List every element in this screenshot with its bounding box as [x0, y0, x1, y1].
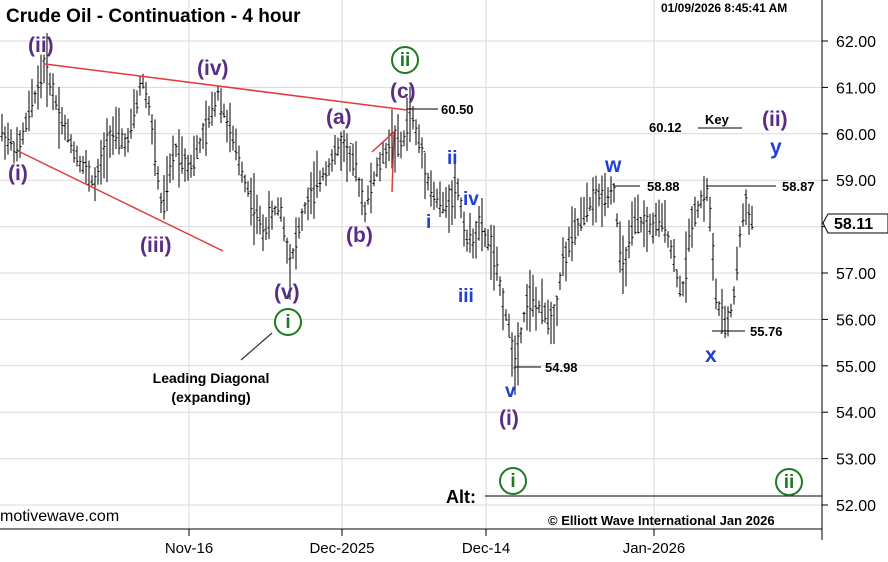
- wave-label-b-paren: (b): [346, 224, 373, 247]
- alt-label: Alt:: [446, 487, 476, 507]
- wave-label-ii-paren-right: (ii): [762, 108, 788, 131]
- wave-label-y: y: [770, 136, 782, 159]
- y-tick-label: 61.00: [836, 80, 876, 97]
- wave-label-blue-ii: ii: [447, 148, 458, 169]
- y-tick-label: 52.00: [836, 498, 876, 515]
- x-tick-label: Jan-2026: [623, 540, 686, 557]
- last-price-marker: 58.11: [822, 213, 888, 234]
- y-tick-label: 59.00: [836, 173, 876, 190]
- blue-wave-labels: i ii iii iv v w x y: [426, 136, 782, 402]
- watermark: motivewave.com: [0, 508, 119, 525]
- time-axis: Nov-16 Dec-2025 Dec-14 Jan-2026: [0, 528, 822, 557]
- wave-label-i-paren-bottom: (i): [499, 407, 519, 430]
- level-55-76: 55.76: [750, 324, 783, 339]
- x-tick-label: Dec-2025: [309, 540, 374, 557]
- wave-label-a-paren: (a): [326, 106, 352, 129]
- wave-label-blue-iv: iv: [463, 189, 479, 210]
- x-tick-label: Nov-16: [165, 540, 213, 557]
- circle-alt-i: [499, 467, 527, 495]
- level-58-87: 58.87: [782, 179, 815, 194]
- y-tick-label: 55.00: [836, 359, 876, 376]
- wave-label-iv-paren: (iv): [197, 57, 229, 80]
- y-tick-label: 53.00: [836, 452, 876, 469]
- circle-ii-green: [391, 46, 419, 74]
- chart-title: Crude Oil - Continuation - 4 hour: [6, 6, 301, 27]
- wave-label-x: x: [705, 344, 717, 367]
- key-label: Key: [705, 112, 730, 127]
- timestamp: 01/09/2026 8:45:41 AM: [661, 1, 787, 15]
- wave-label-alt-ii: ii: [784, 472, 795, 493]
- wave-label-blue-iii: iii: [458, 286, 474, 307]
- y-tick-label: 60.00: [836, 127, 876, 144]
- level-60-12: 60.12: [649, 120, 682, 135]
- last-price-label: 58.11: [834, 216, 873, 233]
- circle-i-green: [274, 308, 302, 336]
- circle-alt-ii: [775, 468, 803, 496]
- gridlines: [0, 0, 822, 529]
- level-lines: [407, 108, 822, 497]
- annotation-line-1: Leading Diagonal: [153, 370, 270, 386]
- purple-wave-labels: (ii) (i) (iii) (iv) (v) (a) (b) (c) (i) …: [8, 34, 788, 430]
- wave-label-ii-paren: (ii): [28, 34, 54, 57]
- wave-label-iii-paren: (iii): [140, 234, 172, 257]
- wave-label-i-green: i: [285, 312, 290, 333]
- wave-c-channel: [371, 130, 395, 193]
- y-tick-label: 56.00: [836, 312, 876, 329]
- wave-label-i-paren: (i): [8, 162, 28, 185]
- price-candles: [0, 33, 754, 396]
- trendlines: [17, 63, 408, 252]
- level-58-88: 58.88: [647, 179, 680, 194]
- level-60-50: 60.50: [441, 102, 474, 117]
- level-54-98: 54.98: [545, 360, 578, 375]
- x-tick-label: Dec-14: [462, 540, 510, 557]
- wave-label-blue-v: v: [505, 381, 516, 402]
- wave-label-alt-i: i: [510, 471, 515, 492]
- green-circle-labels: ii i i ii: [274, 46, 803, 496]
- wave-label-blue-i: i: [426, 212, 431, 233]
- y-tick-label: 54.00: [836, 405, 876, 422]
- annotation-pointer: [240, 332, 273, 361]
- wave-label-c-paren: (c): [390, 80, 416, 103]
- lower-trendline: [17, 150, 224, 252]
- annotation-line-2: (expanding): [171, 389, 250, 405]
- y-tick-label: 62.00: [836, 34, 876, 51]
- y-tick-label: 57.00: [836, 266, 876, 283]
- wave-label-ii-green: ii: [400, 50, 411, 71]
- credit: © Elliott Wave International Jan 2026: [548, 513, 775, 528]
- wave-label-v-paren: (v): [274, 281, 300, 304]
- wave-label-w: w: [604, 154, 622, 177]
- upper-trendline: [44, 63, 408, 111]
